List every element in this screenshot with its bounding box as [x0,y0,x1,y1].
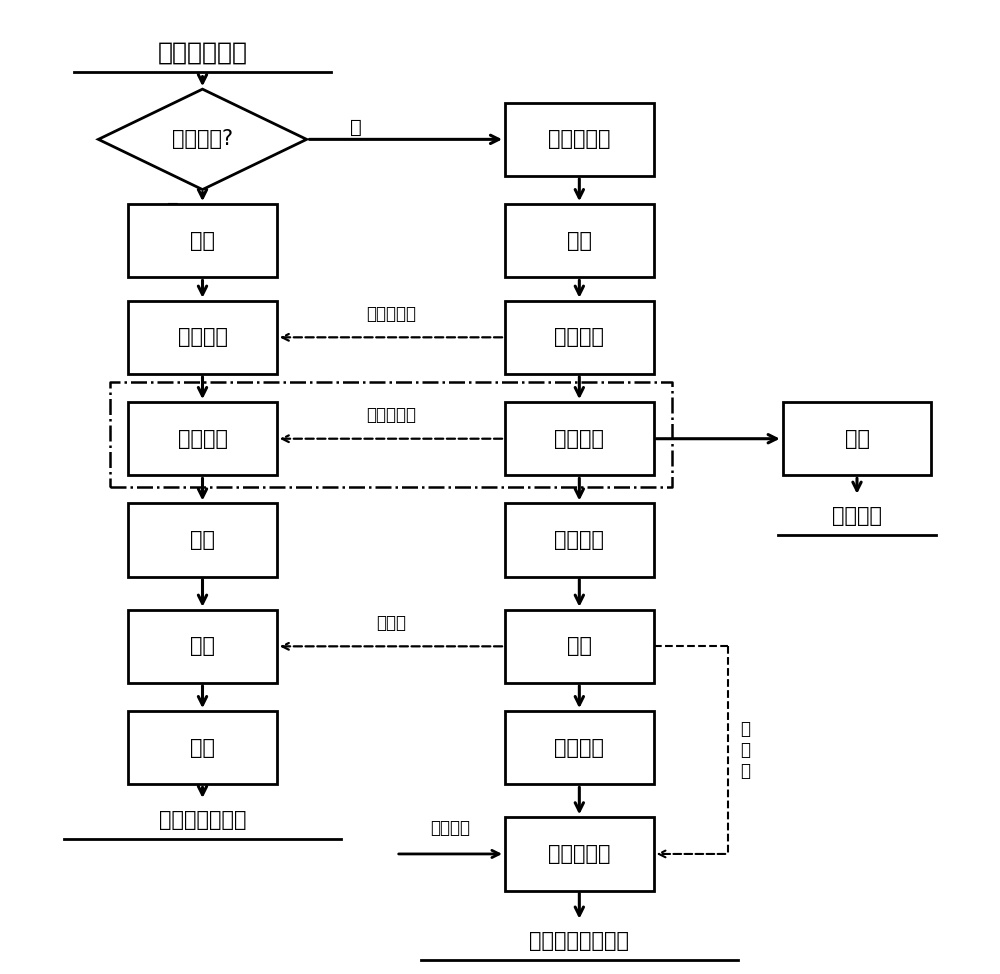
Polygon shape [98,90,307,190]
Text: 二次研磨: 二次研磨 [554,737,604,758]
Text: 浸渍: 浸渍 [190,636,215,656]
Text: 成型、焙烧: 成型、焙烧 [548,843,611,864]
Bar [505,711,654,784]
Text: 浸取液: 浸取液 [376,614,406,632]
Bar [505,301,654,374]
Bar [505,205,654,278]
Text: 一次清洗: 一次清洗 [554,327,604,348]
Text: 活性物质: 活性物质 [430,818,470,837]
Text: 一次清洗: 一次清洗 [178,327,228,348]
Text: 多钒酸盐: 多钒酸盐 [832,506,882,526]
Text: 一次研磨: 一次研磨 [554,530,604,550]
Bar [128,205,277,278]
Text: 二次清洗: 二次清洗 [554,429,604,449]
Text: 二次清洗: 二次清洗 [178,429,228,449]
Text: 吹扫: 吹扫 [567,231,592,250]
Text: 再生脱硝催化剂: 再生脱硝催化剂 [159,810,246,830]
Text: 满足再生?: 满足再生? [172,130,233,149]
Bar [128,301,277,374]
Bar [128,504,277,577]
Text: 破碎、筛分: 破碎、筛分 [548,130,611,149]
Text: 二次清洗液: 二次清洗液 [366,406,416,425]
Text: 是: 是 [167,202,179,220]
Text: 一次清洗液: 一次清洗液 [366,305,416,322]
Text: 再制备脱硝催化剂: 再制备脱硝催化剂 [529,931,629,951]
Text: 焙烧: 焙烧 [190,737,215,758]
Bar [783,402,931,475]
Text: 吹扫: 吹扫 [190,231,215,250]
Text: 沉钒: 沉钒 [845,429,870,449]
Bar [505,102,654,176]
Bar [128,402,277,475]
Text: 否: 否 [350,118,362,137]
Bar [128,711,277,784]
Text: 浸
取
液: 浸 取 液 [740,721,750,780]
Bar [505,504,654,577]
Text: 干燥: 干燥 [190,530,215,550]
Text: 废脱硝催化剂: 废脱硝催化剂 [158,41,248,64]
Bar [505,610,654,683]
Bar [128,610,277,683]
Bar [505,402,654,475]
Bar [505,817,654,890]
Text: 酸浸: 酸浸 [567,636,592,656]
